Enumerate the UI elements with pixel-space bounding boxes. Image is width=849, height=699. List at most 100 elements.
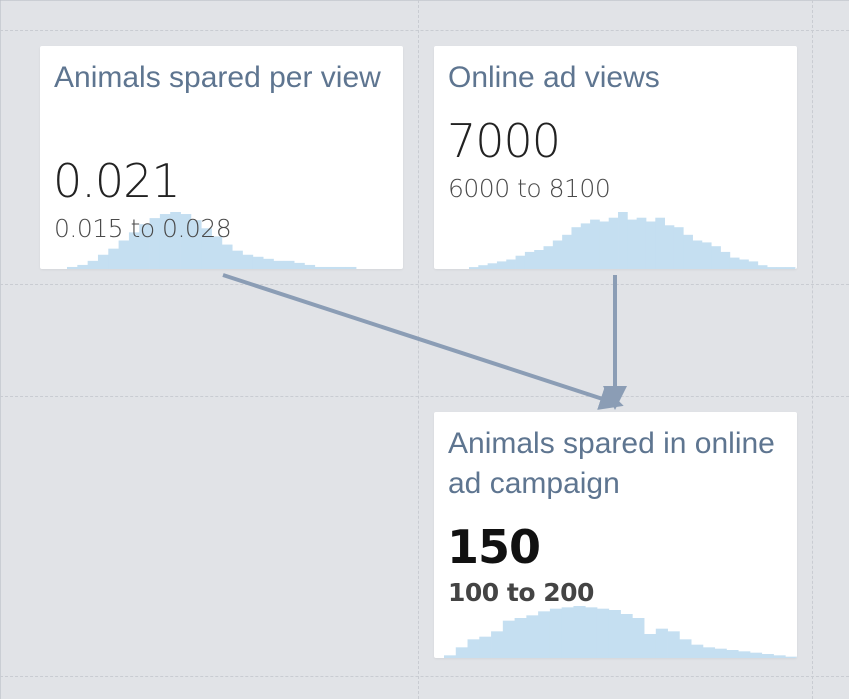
node-range: 6000 to 8100 (448, 174, 611, 203)
node-online-ad-views[interactable]: Online ad views 7000 6000 to 8100 (434, 46, 797, 269)
histogram-bar (180, 214, 192, 269)
histogram-bar (455, 647, 468, 658)
node-value: 0.021 (53, 154, 181, 208)
histogram-bar (714, 648, 727, 658)
histogram-bar (711, 246, 721, 269)
histogram-bar (552, 240, 563, 269)
histogram-bar (294, 262, 305, 269)
histogram-bar (496, 261, 507, 269)
arrow-per-view-to-campaign[interactable] (222, 273, 624, 410)
histogram-bar (524, 251, 535, 269)
histogram-bar (506, 259, 516, 269)
histogram-bar (739, 259, 749, 269)
histogram-bar (252, 256, 264, 269)
histogram-bar (502, 620, 515, 658)
histogram-bar (467, 639, 480, 658)
node-title: Animals spared in online ad campaign (448, 427, 775, 500)
histogram-bar (590, 219, 600, 269)
histogram-bar (627, 219, 638, 269)
node-title: Online ad views (448, 61, 660, 94)
node-animals-spared-per-view[interactable]: Animals spared per view 0.021 0.015 to 0… (40, 46, 403, 269)
histogram-bar (655, 217, 665, 269)
histogram-bar (618, 212, 628, 269)
histogram-bar (190, 220, 202, 269)
histogram-bar (785, 656, 797, 658)
histogram-bar (644, 634, 657, 658)
histogram-bar (620, 614, 633, 658)
histogram-bar (77, 264, 89, 269)
node-range: 0.015 to 0.028 (54, 214, 232, 243)
histogram-bar (314, 266, 326, 269)
histogram-bar (469, 267, 479, 269)
histogram-bar (757, 265, 768, 269)
histogram-bar (573, 606, 586, 658)
histogram-bar (108, 248, 120, 269)
histogram-bar (726, 650, 739, 658)
distribution-histogram (469, 212, 796, 269)
histogram-bar (67, 266, 78, 269)
histogram-bar (673, 227, 684, 269)
histogram-bar (211, 236, 223, 269)
histogram-bar (325, 266, 336, 269)
histogram-bar (118, 240, 130, 269)
histogram-bar (720, 251, 731, 269)
histogram-bar (444, 655, 457, 658)
histogram-bar (748, 261, 759, 269)
histogram-bar (683, 234, 693, 269)
node-animals-spared-in-campaign[interactable]: Animals spared in online ad campaign 150… (434, 412, 797, 658)
histogram-bar (580, 223, 591, 269)
histogram-bar (599, 221, 610, 269)
histogram-bar (345, 266, 357, 269)
node-value: 7000 (447, 114, 561, 168)
histogram-bar (170, 212, 181, 269)
node-range: 100 to 200 (448, 578, 594, 607)
histogram-bar (543, 246, 554, 269)
histogram-bar (636, 217, 647, 269)
node-title: Animals spared per view (54, 61, 381, 94)
histogram-bar (702, 647, 716, 658)
histogram-bar (478, 265, 489, 269)
histogram-bar (645, 221, 656, 269)
histogram-bar (232, 250, 243, 269)
histogram-bar (729, 257, 740, 269)
histogram-bar (571, 227, 582, 269)
histogram-bar (201, 228, 212, 269)
histogram-bar (491, 631, 504, 658)
histogram-bar (479, 636, 492, 658)
node-value: 150 (447, 520, 541, 574)
histogram-bar (273, 260, 285, 269)
histogram-bar (304, 264, 316, 269)
histogram-bar (534, 250, 544, 269)
histogram-bar (655, 628, 668, 658)
histogram-bar (776, 267, 787, 269)
histogram-bar (526, 615, 539, 658)
histogram-bar (263, 258, 274, 269)
histogram-bar (97, 254, 109, 269)
histogram-bar (738, 651, 751, 658)
histogram-bar (691, 644, 704, 658)
histogram-bar (87, 260, 99, 269)
histogram-bar (159, 214, 171, 269)
histogram-bar (749, 652, 763, 658)
histogram-bar (561, 607, 574, 658)
histogram-bar (692, 240, 703, 269)
histogram-bar (487, 263, 498, 269)
histogram-bar (149, 218, 161, 269)
distribution-histogram (444, 606, 797, 658)
histogram-bar (549, 608, 563, 658)
histogram-bar (773, 655, 786, 658)
histogram-bar (632, 618, 645, 658)
distribution-histogram (67, 212, 357, 269)
histogram-bar (538, 611, 551, 658)
histogram-bar (761, 654, 774, 658)
histogram-bar (608, 217, 619, 269)
histogram-bar (596, 608, 610, 658)
histogram-bar (701, 242, 712, 269)
histogram-bar (562, 234, 572, 269)
histogram-bar (608, 610, 621, 658)
histogram-bar (514, 618, 527, 658)
histogram-bar (667, 631, 680, 658)
histogram-bar (139, 224, 150, 269)
histogram-bar (664, 225, 675, 269)
histogram-bar (128, 232, 140, 269)
